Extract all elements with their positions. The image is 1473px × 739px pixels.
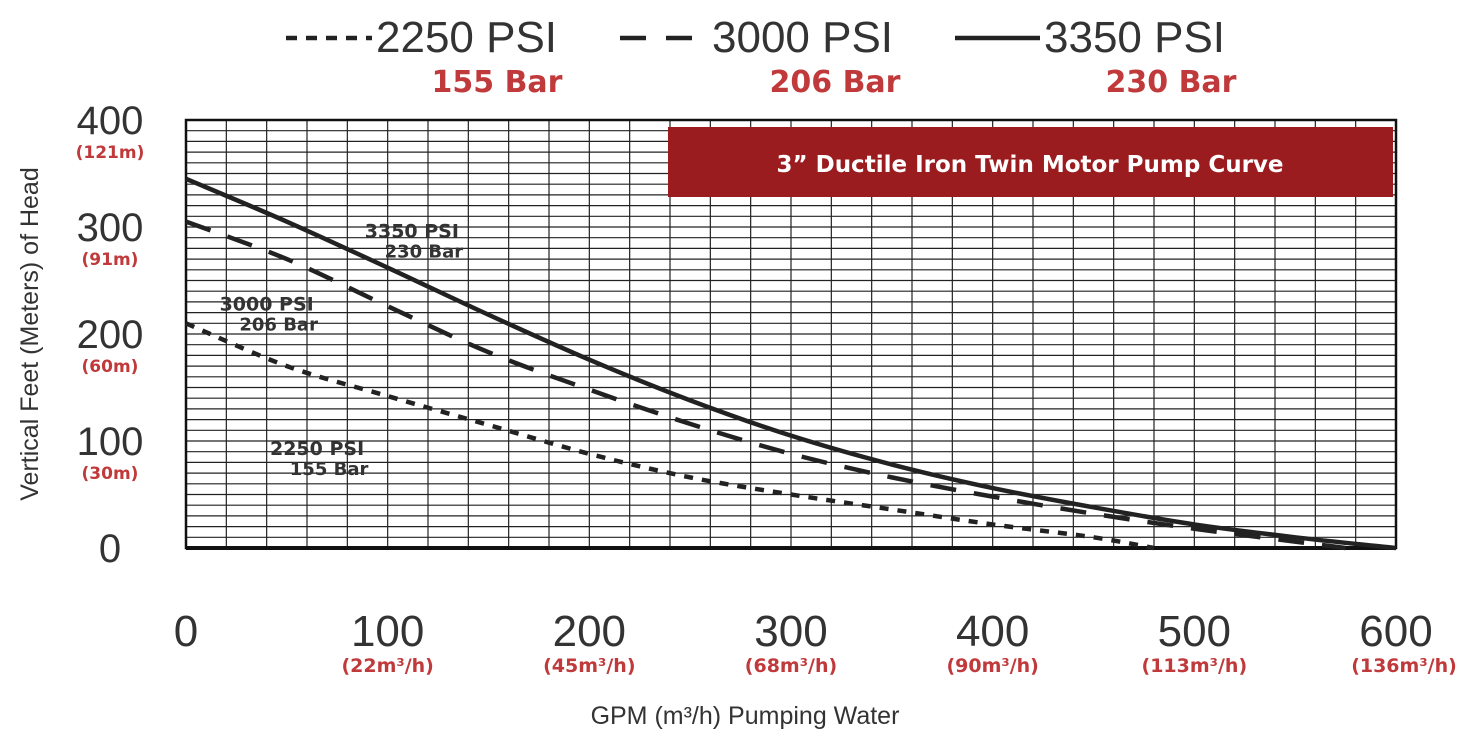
- y-tick-metric-label: (60m): [82, 357, 139, 377]
- y-tick-label: 0: [99, 527, 121, 571]
- y-tick-metric-label: (30m): [82, 464, 139, 484]
- x-tick-metric-label: (22m³/h): [341, 655, 433, 677]
- x-tick-metric-label: (45m³/h): [543, 655, 635, 677]
- legend-label: 2250 PSI: [376, 13, 557, 62]
- x-tick-label: 300: [754, 607, 827, 656]
- series-annotation-pressure: 3350 PSI: [365, 221, 459, 243]
- legend-label: 3000 PSI: [712, 13, 893, 62]
- legend-bar-label: 155 Bar: [432, 65, 563, 100]
- x-tick-metric-label: (113m³/h): [1142, 655, 1248, 677]
- y-tick-label: 100: [77, 420, 144, 464]
- series-annotation-bar: 206 Bar: [239, 314, 318, 335]
- x-tick-label: 0: [174, 607, 198, 656]
- legend-label: 3350 PSI: [1044, 13, 1225, 62]
- legend-bar-label: 230 Bar: [1106, 65, 1237, 100]
- chart-title-box: [668, 127, 1393, 197]
- series-annotation-bar: 155 Bar: [290, 459, 369, 480]
- x-tick-label: 100: [351, 607, 424, 656]
- series-annotation-pressure: 2250 PSI: [270, 438, 364, 460]
- legend-bar-label: 206 Bar: [770, 65, 901, 100]
- series-line-2250-psi: [185, 321, 1155, 551]
- y-tick-label: 400: [77, 99, 144, 143]
- chart-title: 3” Ductile Iron Twin Motor Pump Curve: [776, 152, 1283, 178]
- series-annotation-bar: 230 Bar: [385, 242, 464, 263]
- y-tick-label: 200: [77, 313, 144, 357]
- y-tick-metric-label: (121m): [76, 143, 145, 163]
- x-tick-metric-label: (90m³/h): [946, 655, 1038, 677]
- x-tick-metric-label: (68m³/h): [745, 655, 837, 677]
- series-annotation-pressure: 3000 PSI: [220, 293, 314, 315]
- y-tick-metric-label: (91m): [82, 250, 139, 270]
- series-line-3350-psi: [185, 176, 1397, 551]
- x-tick-label: 500: [1158, 607, 1231, 656]
- y-axis-label: Vertical Feet (Meters) of Head: [16, 167, 44, 500]
- x-tick-label: 600: [1359, 607, 1432, 656]
- x-tick-metric-label: (136m³/h): [1351, 655, 1457, 677]
- x-tick-label: 400: [956, 607, 1029, 656]
- y-tick-label: 300: [77, 206, 144, 250]
- series-line-3000-psi: [185, 219, 1346, 551]
- x-tick-label: 200: [553, 607, 626, 656]
- x-axis-label: GPM (m³/h) Pumping Water: [591, 702, 900, 730]
